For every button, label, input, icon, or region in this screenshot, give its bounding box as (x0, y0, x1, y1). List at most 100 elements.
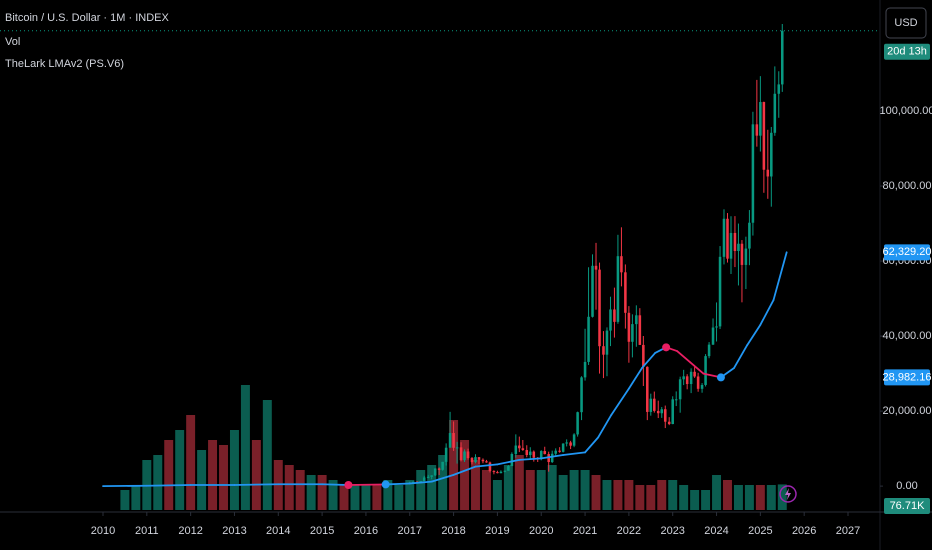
ma-segment (321, 483, 350, 486)
volume-bar (284, 465, 294, 510)
x-tick-label: 2027 (836, 525, 860, 537)
candle-body (441, 461, 444, 470)
y-tick-label: 0.00 (896, 480, 917, 492)
volume-bar (536, 470, 546, 510)
candle-body (671, 399, 674, 425)
ma-segment (452, 465, 477, 476)
volume-bar (657, 480, 667, 510)
ma-segment (689, 361, 705, 375)
candle-body (510, 453, 514, 467)
candle-body (613, 309, 616, 322)
candle-body (422, 477, 426, 482)
price-tag (884, 244, 930, 261)
volume-bar (624, 480, 634, 510)
ma-segment (145, 484, 192, 487)
ma-segment (474, 463, 499, 468)
volume-bar (668, 480, 678, 510)
candle-body (529, 451, 532, 456)
candle-body (576, 412, 579, 435)
candle-body (572, 434, 576, 446)
candle-body (514, 445, 518, 454)
candle-body (507, 466, 510, 471)
volume-bar (723, 480, 732, 510)
candle-body (737, 243, 740, 252)
volume-bar (416, 470, 426, 510)
candle-body (653, 398, 656, 411)
alert-circle[interactable] (779, 485, 797, 503)
volume-bar (525, 470, 535, 510)
alert-bolt[interactable] (785, 488, 791, 500)
ma-segment (746, 323, 762, 346)
candle-body (707, 344, 711, 357)
volume-bar (350, 485, 360, 510)
x-tick-label: 2018 (441, 525, 465, 537)
candle-body (455, 447, 459, 449)
volume-bar (186, 415, 196, 510)
candle-body (602, 346, 605, 355)
alert-icon[interactable] (779, 485, 797, 503)
currency-button[interactable] (885, 7, 927, 39)
candle-body (715, 326, 718, 328)
candle-body (452, 433, 455, 448)
volume-bar (328, 480, 338, 510)
candle-body (689, 371, 693, 385)
candle-body (616, 256, 620, 322)
ma-segment (610, 387, 630, 416)
candle-body (729, 232, 733, 259)
volume-bar (219, 445, 228, 510)
x-tick-label: 2014 (266, 525, 290, 537)
y-tick-label: 80,000.00 (883, 180, 932, 192)
candle-body (733, 232, 737, 252)
ma-segment (597, 413, 613, 439)
ma-segment (733, 344, 749, 369)
candle-body (550, 453, 554, 463)
volume-bar (394, 485, 404, 510)
candle-body (624, 272, 627, 313)
candle-body (711, 327, 715, 345)
candle-body (594, 265, 598, 270)
volume-bar (339, 485, 349, 510)
candle-body (660, 409, 664, 414)
x-tick-label: 2016 (354, 525, 378, 537)
candle-body (762, 102, 766, 170)
ma-segment (772, 251, 788, 301)
candle-body (565, 442, 568, 444)
candle-body (620, 256, 623, 273)
candle-body (481, 459, 485, 462)
candle-body (503, 470, 507, 472)
volume-bar (449, 420, 459, 510)
candle-body (532, 451, 536, 458)
candle-body (539, 451, 543, 460)
volume-bar (229, 430, 239, 510)
candle-body (766, 169, 770, 177)
volume-bar (492, 480, 502, 510)
x-tick-label: 2022 (617, 525, 641, 537)
volume-bar (131, 485, 141, 510)
candle-body (485, 461, 488, 463)
volume-bar (471, 460, 480, 510)
currency-label[interactable]: USD (894, 17, 917, 29)
volume-bar (679, 485, 689, 510)
volume-bar (251, 440, 261, 510)
candle-body (558, 450, 561, 452)
volume-bar (690, 490, 700, 510)
candle-body (693, 371, 696, 377)
candle-body (521, 448, 525, 450)
candle-body (444, 447, 448, 462)
candle-body (722, 218, 726, 257)
candle-body (744, 248, 748, 265)
x-tick-label: 2026 (792, 525, 816, 537)
candle-body (605, 330, 609, 355)
candle-body (685, 376, 689, 385)
candle-body (667, 421, 671, 425)
candle-body (770, 132, 773, 177)
ma-segment (759, 299, 775, 326)
volume-bar (613, 480, 623, 510)
candle-body (448, 433, 452, 448)
candle-body (678, 379, 682, 400)
candle-body (642, 344, 645, 367)
candle-body (499, 471, 503, 474)
chart-title: Bitcoin / U.S. Dollar · 1M · INDEX (5, 12, 169, 24)
volume-bar (481, 470, 491, 510)
